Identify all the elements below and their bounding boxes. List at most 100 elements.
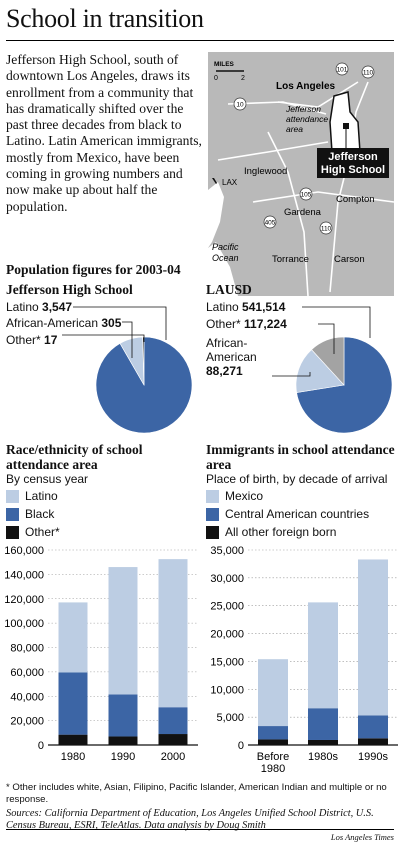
race-bar-latino [158, 559, 188, 708]
ocean-area [208, 182, 224, 248]
race-bar-latino [58, 602, 88, 673]
race-ytick-label: 0 [38, 740, 44, 752]
lausd-latino-row: Latino 541,514 [206, 300, 285, 314]
jefferson-latino-value: 3,547 [42, 300, 73, 314]
population-heading: Population figures for 2003-04 [6, 262, 181, 277]
lausd-slice-other [295, 349, 345, 393]
immigrants-xtick-label: 1990s [358, 751, 388, 763]
jefferson-other-row: Other* 17 [6, 333, 57, 347]
legend-swatch-other-foreign [206, 525, 219, 539]
svg-text:105: 105 [301, 192, 312, 199]
immigrants-xtick-label: Before [257, 751, 289, 763]
immigrants-bar-chart: 0 5,000 10,000 15,000 20,000 25,000 30,000 35,0… [210, 545, 398, 775]
scale-tick-2: 2 [241, 75, 245, 82]
jefferson-other-value: 17 [44, 333, 58, 347]
legend-other: Other* [6, 523, 60, 541]
place-gardena: Gardena [284, 207, 322, 218]
immigrants-ytick-label: 25,000 [210, 601, 244, 613]
lausd-latino-label: Latino [206, 300, 239, 314]
place-ocean-1: Pacific [212, 242, 239, 252]
race-ytick-label: 40,000 [10, 691, 44, 703]
lausd-other-row: Other* 117,224 [206, 317, 287, 331]
school-marker [343, 123, 349, 129]
lausd-leader-lines [272, 306, 371, 377]
race-bar-black [158, 707, 188, 735]
race-ytick-label: 20,000 [10, 716, 44, 728]
jefferson-latino-label: Latino [6, 300, 39, 314]
ocean-area-south [208, 242, 238, 296]
immigrants-legend: Mexico Central American countries All ot… [206, 487, 369, 541]
lausd-black-value: 88,271 [206, 364, 243, 378]
race-ytick-label: 60,000 [10, 667, 44, 679]
jefferson-black-row: African-American 305 [6, 316, 121, 330]
school-label-line2: High School [321, 164, 385, 176]
immigrants-bar-central-american-countries [358, 715, 388, 739]
immigrants-ytick-label: 15,000 [210, 656, 244, 668]
lausd-other-value: 117,224 [244, 317, 287, 331]
legend-other-foreign: All other foreign born [206, 523, 369, 541]
race-ytick-label: 140,000 [4, 569, 44, 581]
bottom-divider [6, 829, 394, 830]
race-bar-black [108, 694, 138, 737]
immigrants-ytick-label: 35,000 [210, 545, 244, 557]
lausd-latino-value: 541,514 [242, 300, 286, 314]
immigrants-ytick-label: 5,000 [216, 712, 244, 724]
jefferson-other-label: Other* [6, 333, 41, 347]
credit: Los Angeles Times [330, 832, 394, 842]
immigrants-bar-all-other-foreign-born [308, 739, 338, 745]
place-attendance-area-2: attendance [286, 114, 328, 124]
scale-label: MILES [214, 61, 235, 68]
jefferson-pie-chart [62, 306, 193, 434]
place-inglewood: Inglewood [244, 166, 287, 177]
immigrants-bar-mexico [258, 659, 288, 727]
jefferson-black-value: 305 [101, 316, 122, 330]
place-lax: LAX [222, 178, 238, 187]
svg-text:110: 110 [321, 226, 332, 233]
place-ocean-2: Ocean [212, 253, 239, 263]
highway-shields: 101 110 10 405 105 110 [233, 62, 375, 235]
race-bar-other [108, 736, 138, 745]
race-xtick-label: 1990 [111, 751, 135, 763]
lausd-pie-title: LAUSD [206, 282, 252, 297]
map-graphic: Jefferson High School MILES 0 2 Los Ange… [208, 61, 394, 296]
race-ytick-label: 100,000 [4, 618, 44, 630]
immigrants-ytick-label: 30,000 [210, 573, 244, 585]
immigrants-xtick-label: 1980s [308, 751, 338, 763]
immigrants-xtick-label: 1980 [261, 763, 285, 775]
immigrants-bar-central-american-countries [308, 708, 338, 740]
immigrants-bar-all-other-foreign-born [258, 739, 288, 745]
lausd-other-label: Other* [206, 317, 241, 331]
immigrants-chart-subtitle: Place of birth, by decade of arrival [206, 472, 388, 486]
immigrants-bar-central-american-countries [258, 726, 288, 740]
school-callout-box [317, 148, 389, 178]
immigrants-bar-all-other-foreign-born [358, 738, 388, 745]
jefferson-pie-title: Jefferson High School [6, 282, 133, 297]
lausd-pie-chart [272, 306, 393, 434]
place-attendance-area-1: Jefferson [285, 104, 321, 114]
intro-text: Jefferson High School, south of downtown… [6, 52, 202, 214]
lausd-black-label: African-American [206, 336, 257, 364]
place-torrance: Torrance [272, 254, 309, 265]
place-attendance-area-3: area [286, 124, 303, 134]
immigrants-bar-mexico [358, 559, 388, 716]
lausd-slice-african-american [311, 336, 345, 386]
race-xtick-label: 1980 [61, 751, 85, 763]
scale-tick-0: 0 [214, 75, 218, 82]
race-bar-other [158, 734, 188, 745]
jefferson-latino-row: Latino 3,547 [6, 300, 72, 314]
immigrants-ytick-label: 0 [238, 740, 244, 752]
svg-text:101: 101 [337, 67, 348, 74]
race-ytick-label: 160,000 [4, 545, 44, 557]
legend-black: Black [6, 505, 60, 523]
title-divider [6, 40, 394, 41]
race-chart-title: Race/ethnicity of school attendance area [6, 442, 143, 472]
svg-text:10: 10 [236, 102, 244, 109]
legend-swatch-other [6, 525, 19, 539]
race-bar-chart: 0 20,000 40,000 60,000 80,000 100,000 120,000 1… [4, 545, 198, 763]
place-los-angeles: Los Angeles [276, 81, 336, 92]
legend-swatch-central-american [206, 507, 219, 521]
race-chart-subtitle: By census year [6, 472, 89, 486]
legend-central-american: Central American countries [206, 505, 369, 523]
immigrants-bar-mexico [308, 602, 338, 709]
footnote: * Other includes white, Asian, Filipino,… [6, 782, 387, 805]
